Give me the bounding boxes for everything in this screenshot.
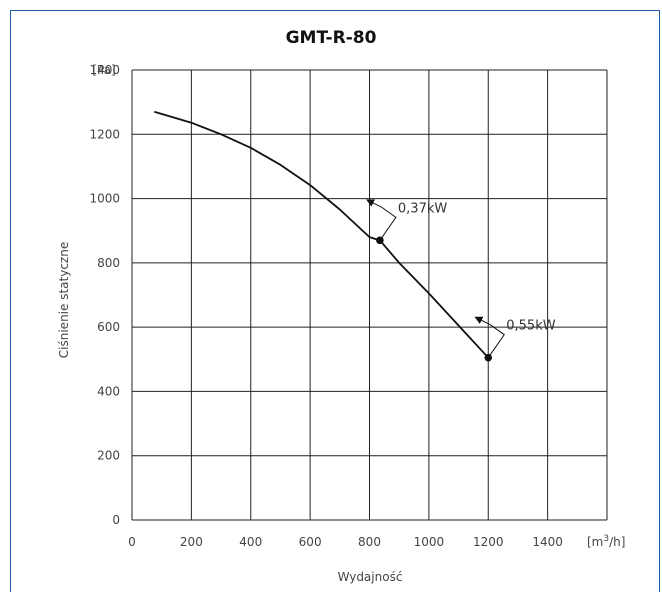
y-tick-label: 1200 bbox=[89, 127, 120, 141]
y-tick-label: 1000 bbox=[89, 192, 120, 206]
y-axis-label: Ciśnienie statyczne bbox=[57, 242, 71, 358]
x-tick-label: 1000 bbox=[414, 535, 445, 549]
x-unit-label: [m3/h] bbox=[587, 534, 625, 549]
x-unit-prefix: [m bbox=[587, 535, 603, 549]
series-layer bbox=[154, 110, 493, 362]
annotation-leader bbox=[487, 324, 505, 358]
x-tick-label: 200 bbox=[180, 535, 203, 549]
x-axis-label: Wydajność bbox=[338, 570, 403, 584]
annotation-leader bbox=[379, 206, 397, 241]
annotation-arrow bbox=[474, 316, 491, 326]
annotation-arrow bbox=[366, 199, 383, 208]
x-unit-suffix: /h] bbox=[609, 535, 625, 549]
annotations-layer: 0,37kW 0,55kW bbox=[366, 199, 556, 358]
x-tick-label: 1200 bbox=[473, 535, 504, 549]
grid bbox=[131, 69, 608, 521]
y-tick-label: 200 bbox=[97, 449, 120, 463]
x-tick-label: 0 bbox=[128, 535, 136, 549]
y-tick-label: 800 bbox=[97, 256, 120, 270]
x-tick-label: 1400 bbox=[532, 535, 563, 549]
annotation-label: 0,37kW bbox=[398, 201, 447, 216]
y-tick-label: 600 bbox=[97, 320, 120, 334]
series-line bbox=[154, 110, 489, 359]
operating-point bbox=[484, 353, 493, 362]
y-tick-label: 0 bbox=[112, 513, 120, 527]
chart-frame bbox=[10, 10, 660, 592]
x-unit-sup: 3 bbox=[603, 534, 609, 544]
y-unit-label: [Pa] bbox=[92, 63, 115, 77]
chart-title: GMT-R-80 bbox=[286, 28, 377, 48]
y-tick-label: 400 bbox=[97, 384, 120, 398]
x-tick-label: 800 bbox=[358, 535, 381, 549]
annotation-label: 0,55kW bbox=[506, 319, 555, 334]
y-tick-label: 1400 bbox=[89, 63, 120, 77]
x-tick-label: 400 bbox=[239, 535, 262, 549]
tick-labels: 0 200 400 600 800 1000 1200 1400 0 200 400 600 800 10… bbox=[89, 63, 562, 549]
x-tick-label: 600 bbox=[299, 535, 322, 549]
